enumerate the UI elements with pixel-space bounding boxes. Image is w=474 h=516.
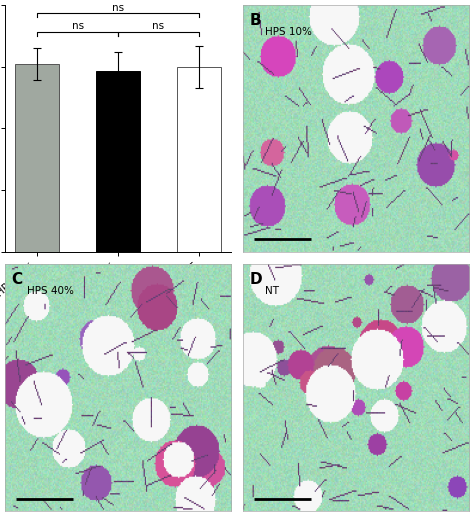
Text: HPS 40%: HPS 40% <box>27 286 74 296</box>
Text: NT: NT <box>265 286 279 296</box>
Text: B: B <box>249 12 261 27</box>
Text: C: C <box>11 271 23 286</box>
Text: D: D <box>249 271 262 286</box>
Bar <box>177 67 221 252</box>
Text: HPS 10%: HPS 10% <box>265 27 312 37</box>
Bar <box>96 71 140 252</box>
Bar <box>15 64 59 252</box>
Text: ns: ns <box>112 3 124 12</box>
Text: ns: ns <box>72 21 84 31</box>
Text: ns: ns <box>152 21 164 31</box>
